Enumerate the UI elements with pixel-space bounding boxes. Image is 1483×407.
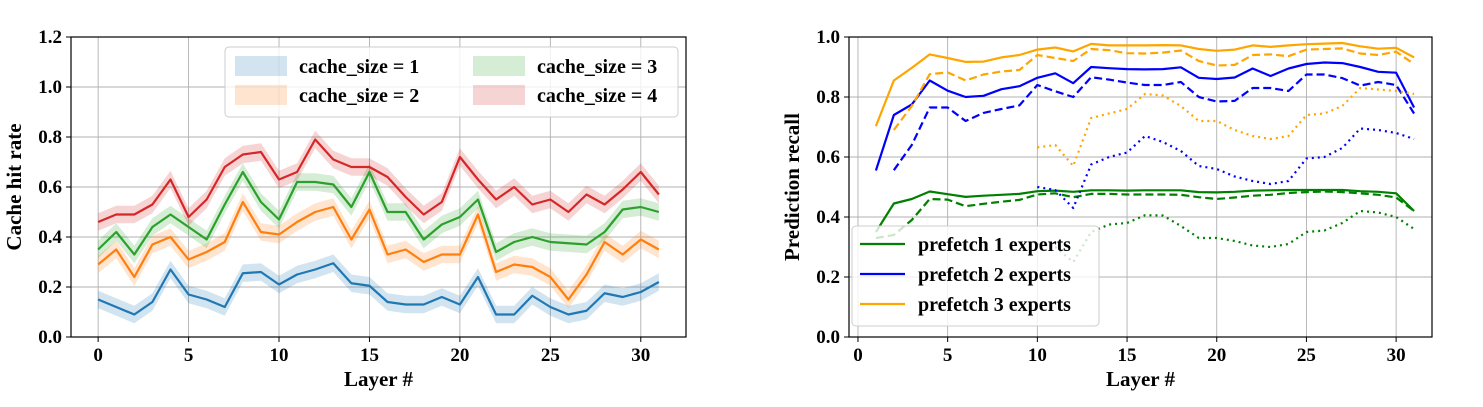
x-axis-label: Layer # [344,367,414,391]
series-points-4 [876,62,1414,170]
legend-label: prefetch 2 experts [918,264,1071,286]
x-tick-label: 25 [541,345,560,366]
series-line-9 [1037,88,1414,166]
y-tick-label: 1.2 [38,27,62,48]
y-tick-label: 0.4 [816,207,840,228]
series-points-9 [1037,88,1414,166]
legend-item: cache_size = 4 [473,85,657,107]
y-tick-label: 1.0 [816,27,840,48]
legend-swatch [235,85,287,105]
series-points-6 [1037,128,1414,208]
legend-item: cache_size = 2 [235,85,419,107]
legend-label: cache_size = 2 [299,85,419,107]
legend-swatch [235,56,287,76]
legend: prefetch 1 experts prefetch 2 experts pref… [852,226,1099,326]
legend: cache_size = 1 cache_size = 2 cache_size =… [225,47,678,117]
x-tick-label: 25 [1297,345,1316,366]
series-line-4 [876,63,1414,171]
y-tick-label: 0.2 [816,267,840,288]
y-tick-label: 1.0 [38,77,62,98]
x-tick-label: 20 [450,345,469,366]
legend-label: cache_size = 4 [537,85,657,107]
x-tick-label: 10 [270,345,289,366]
y-tick-label: 0.6 [38,177,62,198]
series-points-8 [894,48,1414,130]
legend-label: cache_size = 3 [537,56,657,78]
legend-swatch [473,85,525,105]
series-line-8 [894,48,1414,130]
x-tick-label: 15 [360,345,379,366]
x-tick-label: 5 [943,345,953,366]
y-tick-label: 0.4 [38,227,62,248]
y-tick-label: 0.0 [38,327,62,348]
y-tick-label: 0.2 [38,277,62,298]
y-axis-label: Prediction recall [780,113,804,261]
x-tick-label: 30 [631,345,650,366]
y-tick-label: 0.8 [38,127,62,148]
x-tick-label: 20 [1207,345,1226,366]
series-line-5 [894,75,1414,171]
x-tick-label: 30 [1387,345,1406,366]
x-tick-label: 5 [184,345,194,366]
legend-label: prefetch 3 experts [918,294,1071,316]
x-axis-label: Layer # [1106,367,1176,391]
y-axis-label: Cache hit rate [2,123,26,250]
plot-area [98,131,659,324]
legend-label: cache_size = 1 [299,56,419,78]
x-tick-label: 10 [1028,345,1047,366]
x-tick-label: 15 [1118,345,1137,366]
chart-1: 0 5 10 15 20 25 30 0.0 0.2 0.4 0.6 0.8 1.0 1.2 Layer #… [2,27,686,391]
series-points-5 [894,74,1414,170]
y-tick-label: 0.8 [816,87,840,108]
legend-swatch [473,56,525,76]
legend-label: prefetch 1 experts [918,234,1071,256]
y-tick-label: 0.6 [816,147,840,168]
y-tick-label: 0.0 [816,327,840,348]
series-line-6 [1037,129,1414,209]
x-tick-label: 0 [93,345,103,366]
chart-2: 0 5 10 15 20 25 30 0.0 0.2 0.4 0.6 0.8 1.0 Layer # Pre… [780,27,1432,391]
legend-item: cache_size = 3 [473,56,657,78]
x-tick-label: 0 [853,345,863,366]
legend-item: cache_size = 1 [235,56,419,78]
